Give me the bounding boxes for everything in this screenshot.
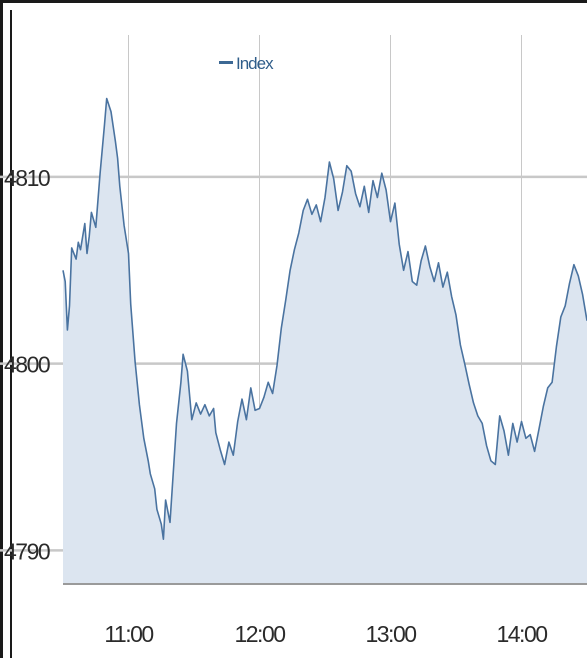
y-tick-label-4790: 4790	[4, 538, 50, 564]
y-tick-label-4810: 4810	[4, 165, 50, 191]
x-tick-label-1400: 14:00	[496, 621, 547, 647]
legend-swatch-index	[219, 61, 233, 64]
chart-left-border	[10, 10, 12, 658]
axis-layer: 11:00 12:00 13:00 14:00 4790 4800 4810	[4, 165, 587, 647]
index-area-fill	[63, 98, 587, 584]
x-tick-label-1300: 13:00	[365, 621, 416, 647]
y-tick-label-4800: 4800	[4, 352, 50, 378]
legend[interactable]: Index	[219, 54, 275, 73]
x-tick-label-1200: 12:00	[234, 621, 285, 647]
legend-label-index: Index	[236, 54, 274, 73]
index-series-line	[62, 97, 587, 540]
x-tick-label-1100: 11:00	[104, 621, 153, 647]
